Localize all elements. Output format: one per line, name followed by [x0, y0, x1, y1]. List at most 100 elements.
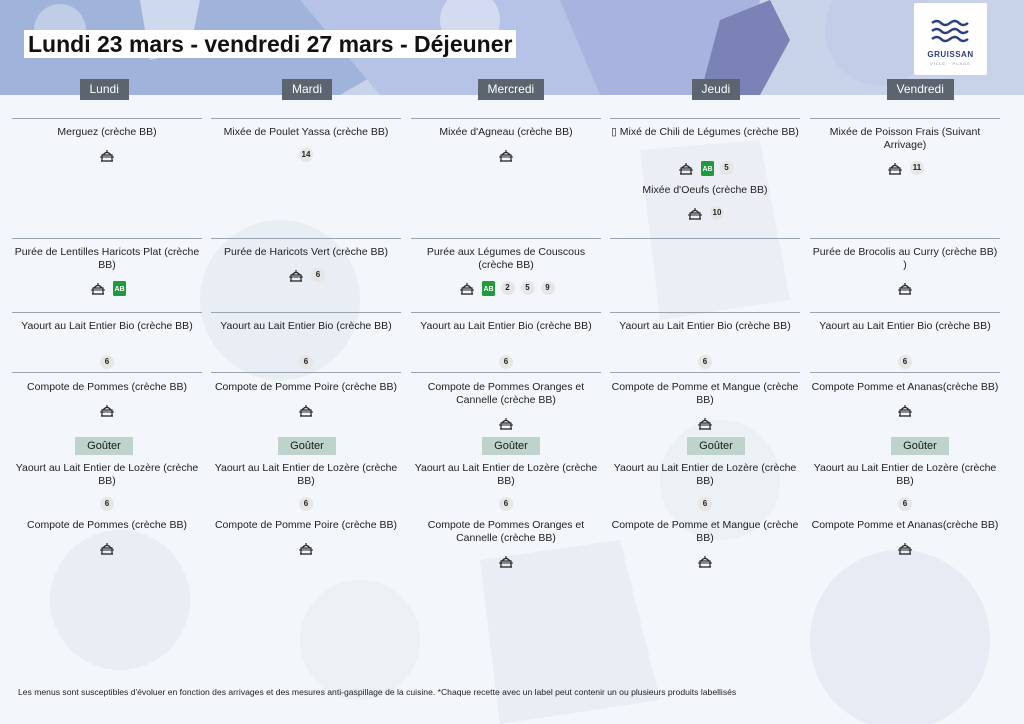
dish-labels: [610, 552, 800, 570]
dish-labels: [12, 146, 202, 164]
dishes-dish-label: Mixée de Poisson Frais (Suivant Arrivage…: [829, 126, 981, 151]
cook-icon: [98, 540, 116, 556]
gouter-dish-label: Yaourt au Lait Entier de Lozère (crèche …: [414, 462, 598, 487]
dishes-dish-label: Purée de Haricots Vert (crèche BB): [224, 246, 388, 258]
dish-labels: [12, 401, 202, 419]
dishes-dish-label: Mixée de Poulet Yassa (crèche BB): [223, 126, 389, 138]
dish-labels: 6: [211, 266, 401, 284]
dishes-dish-label: Mixée d'Oeufs (crèche BB): [642, 184, 768, 196]
dish-labels: 6: [610, 495, 800, 513]
row-divider: [610, 238, 800, 239]
row-divider: [211, 238, 401, 239]
row-divider: [12, 372, 202, 373]
cook-icon: [686, 205, 704, 221]
cook-icon: [458, 280, 476, 296]
day-column-vendredi: Vendredi Mixée de Poisson Frais (Suivant …: [810, 0, 1000, 724]
row-divider: [610, 312, 800, 313]
dishes-dish-label: Purée de Lentilles Haricots Plat (crèche…: [14, 246, 200, 271]
gouter-badge: Goûter: [891, 437, 949, 455]
dish-labels: 11: [810, 159, 1000, 177]
dish-labels: AB 2 5 9: [411, 279, 601, 297]
dish-labels: 6: [411, 495, 601, 513]
gouter-badge: Goûter: [75, 437, 133, 455]
cook-icon: [696, 553, 714, 569]
cook-icon: [896, 402, 914, 418]
day-column-mercredi: Mercredi Mixée d'Agneau (crèche BB) Purée …: [411, 0, 601, 724]
cook-icon: [497, 415, 515, 431]
row-divider: [12, 312, 202, 313]
allergen-badge: 5: [520, 281, 535, 295]
day-header: Vendredi: [886, 79, 954, 100]
dish-labels: [411, 414, 601, 432]
allergen-badge: 11: [910, 161, 924, 175]
row-divider: [12, 118, 202, 119]
gouter-badge: Goûter: [482, 437, 540, 455]
day-header: Jeudi: [691, 79, 741, 100]
dish-labels: [810, 539, 1000, 557]
cook-icon: [98, 147, 116, 163]
day-header: Mardi: [282, 79, 333, 100]
cook-icon: [497, 553, 515, 569]
allergen-badge: 6: [898, 497, 912, 511]
row-divider: [211, 372, 401, 373]
gouter-dish-label: Compote de Pomme Poire (crèche BB): [214, 519, 398, 531]
cook-icon: [896, 540, 914, 556]
logo-name: GRUISSAN: [927, 50, 974, 59]
dish-labels: 6: [810, 353, 1000, 371]
dishes-dish-label: Merguez (crèche BB): [57, 126, 157, 138]
day-column-mardi: Mardi Mixée de Poulet Yassa (crèche BB) 14…: [211, 0, 401, 724]
allergen-badge: 6: [100, 355, 114, 369]
dish-labels: AB: [12, 279, 202, 297]
cook-icon: [98, 402, 116, 418]
dish-labels: 6: [411, 353, 601, 371]
allergen-badge: 6: [499, 355, 513, 369]
gouter-badge: Goûter: [687, 437, 745, 455]
row-divider: [211, 118, 401, 119]
dish-labels: 6: [211, 495, 401, 513]
dish-labels: [610, 414, 800, 432]
dish-labels: [810, 279, 1000, 297]
day-header: Lundi: [79, 79, 129, 100]
allergen-badge: 6: [311, 268, 325, 282]
waves-icon: [931, 19, 969, 43]
row-divider: [411, 372, 601, 373]
allergen-badge: 6: [299, 355, 313, 369]
gouter-dish-label: Compote de Pommes (crèche BB): [27, 519, 187, 531]
gouter-dish-label: Yaourt au Lait Entier de Lozère (crèche …: [613, 462, 797, 487]
page-title: Lundi 23 mars - vendredi 27 mars - Déjeu…: [24, 30, 517, 58]
dishes-dish-label: Yaourt au Lait Entier Bio (crèche BB): [220, 320, 392, 332]
allergen-badge: 6: [100, 497, 114, 511]
dish-labels: [12, 539, 202, 557]
row-divider: [411, 238, 601, 239]
row-divider: [810, 312, 1000, 313]
row-divider: [610, 372, 800, 373]
dishes-dish-label: ▯ Mixé de Chili de Légumes (crèche BB): [611, 126, 799, 138]
dish-labels: 6: [610, 353, 800, 371]
row-divider: [810, 238, 1000, 239]
cook-icon: [896, 280, 914, 296]
svg-text:AB: AB: [114, 286, 124, 293]
gouter-dish-label: Yaourt au Lait Entier de Lozère (crèche …: [214, 462, 398, 487]
dish-labels: [211, 401, 401, 419]
cook-icon: [677, 160, 695, 176]
row-divider: [411, 312, 601, 313]
dishes-dish-label: Purée aux Légumes de Couscous (crèche BB…: [426, 246, 586, 271]
dish-labels: AB 5: [610, 159, 800, 177]
row-divider: [411, 118, 601, 119]
day-column-jeudi: Jeudi ▯ Mixé de Chili de Légumes (crèche …: [610, 0, 800, 724]
dishes-dish-label: Compote Pomme et Ananas(crèche BB): [811, 381, 999, 393]
dishes-dish-label: Mixée d'Agneau (crèche BB): [439, 126, 573, 138]
dishes-dish-label: Compote de Pomme et Mangue (crèche BB): [611, 381, 799, 406]
bio-label-icon: AB: [481, 280, 495, 296]
allergen-badge: 6: [898, 355, 912, 369]
cook-icon: [886, 160, 904, 176]
dishes-dish-label: Compote de Pommes (crèche BB): [27, 381, 187, 393]
cook-icon: [297, 540, 315, 556]
dish-labels: [810, 401, 1000, 419]
dishes-dish-label: Compote de Pomme Poire (crèche BB): [214, 381, 398, 393]
row-divider: [12, 238, 202, 239]
row-divider: [610, 118, 800, 119]
svg-text:AB: AB: [483, 286, 493, 293]
row-divider: [211, 312, 401, 313]
dishes-dish-label: Yaourt au Lait Entier Bio (crèche BB): [819, 320, 991, 332]
